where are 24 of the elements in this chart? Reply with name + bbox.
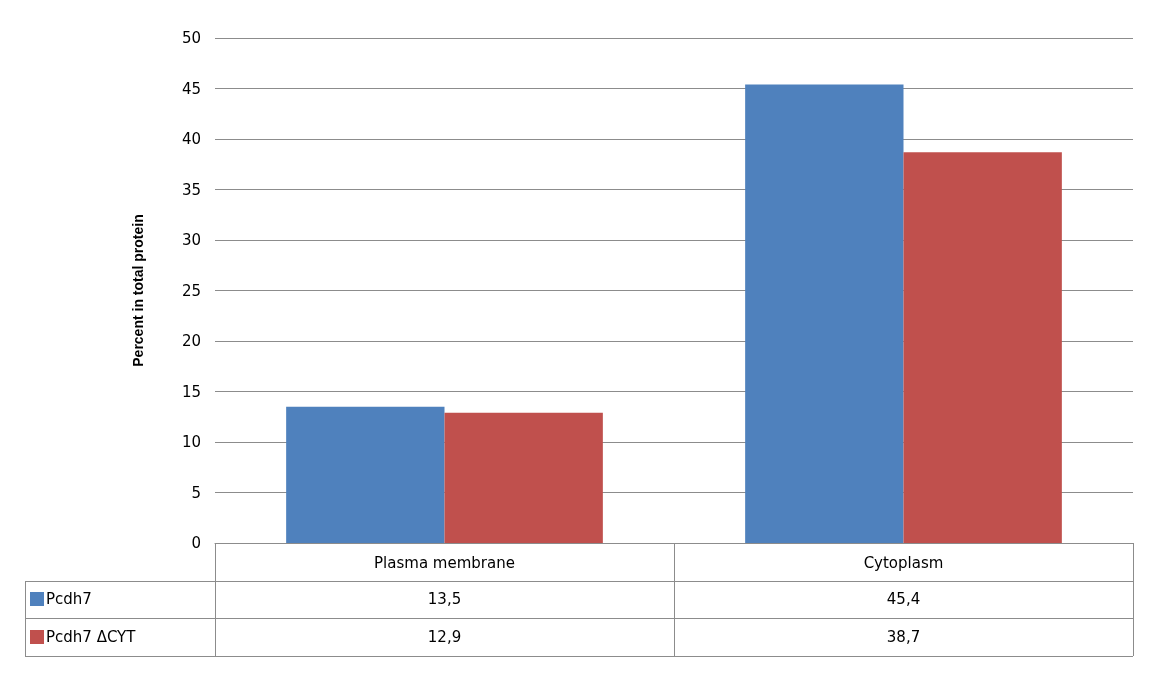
y-tick-label: 35 [181,180,201,199]
y-tick-label: 0 [191,534,201,552]
y-tick-label: 25 [181,281,201,300]
bar [444,412,603,543]
bar [286,406,445,543]
y-tick-label: 5 [191,483,201,502]
y-tick-label: 40 [181,130,201,148]
y-tick-label: 45 [181,79,201,98]
y-tick-label: 15 [181,382,201,401]
x-tick-label: Cytoplasm [863,553,944,572]
bar [903,152,1062,543]
x-tick-label: Plasma membrane [374,553,515,572]
data-label: 45,4 [885,589,922,611]
data-label: 12,9 [426,626,463,648]
y-tick-label: 10 [181,433,201,451]
y-axis-title: Percent in total protein [130,214,146,367]
bar [745,84,904,543]
data-label: 13,5 [426,589,463,611]
legend-label: Pcdh7 [46,590,92,609]
legend-label: Pcdh7 ΔCYT [46,627,136,646]
y-tick-label: 50 [181,29,201,47]
data-label: 38,7 [885,626,922,648]
y-tick-label: 30 [181,231,201,249]
y-tick-label: 20 [181,332,201,350]
